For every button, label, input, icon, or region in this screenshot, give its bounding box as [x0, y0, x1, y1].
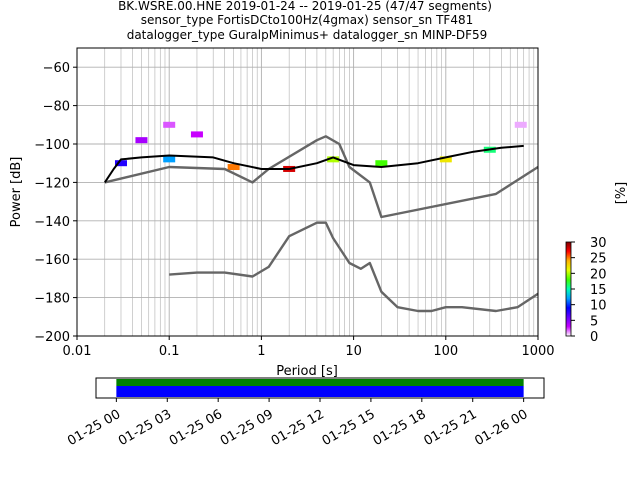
y-axis-ticks: −60 −80 −100 −120 −140 −160 −180 −200	[34, 61, 77, 345]
colorbar-gradient	[565, 241, 572, 337]
mode-line	[103, 144, 524, 183]
chart-title-line-2: sensor_type FortisDCto100Hz(4gmax) senso…	[141, 13, 473, 27]
coverage-tick-label: 01-25 03	[116, 407, 174, 449]
x-tick-label: 1000	[521, 344, 554, 359]
noise-model-line	[169, 221, 539, 313]
colorbar-tick-label: 5	[590, 314, 598, 329]
coverage-bar-blue	[116, 386, 524, 397]
y-tick-label: −80	[43, 100, 70, 115]
x-tick-label: 100	[433, 344, 458, 359]
y-tick-label: −140	[34, 215, 70, 230]
heatmap-cell	[114, 160, 127, 167]
coverage-tick-label: 01-25 06	[167, 407, 225, 449]
x-axis-label: Period [s]	[276, 364, 338, 379]
colorbar-tick-label: 30	[590, 236, 607, 251]
y-tick-label: −200	[34, 330, 70, 345]
colorbar-tick-label: 20	[590, 267, 607, 282]
y-axis-label: Power [dB]	[9, 157, 24, 228]
x-tick-label: 0.1	[159, 344, 180, 359]
coverage-tick-label: 01-25 12	[269, 407, 327, 449]
heatmap-cell	[163, 121, 176, 128]
x-tick-label: 0.01	[63, 344, 92, 359]
plot-frame	[76, 47, 539, 337]
y-tick-label: −120	[34, 176, 70, 191]
chart-title-line-3: datalogger_type GuralpMinimus+ datalogge…	[127, 28, 488, 42]
noise-model-lines	[103, 135, 539, 313]
coverage-tick-label: 01-25 15	[320, 407, 378, 449]
coverage-tick-label: 01-25 00	[65, 407, 123, 449]
colorbar-tick-label: 25	[590, 252, 607, 267]
y-tick-label: −160	[34, 253, 70, 268]
heatmap-cell	[514, 121, 527, 128]
heatmap-cell	[439, 156, 452, 163]
coverage-bars	[116, 379, 524, 397]
ppsd-plot: 0.01 0.1 1 10 100 1000 −60 −80 −100 −120 −140 −160…	[9, 47, 555, 379]
colorbar-tick-label: 10	[590, 299, 607, 314]
coverage-tick-label: 01-25 21	[421, 407, 479, 449]
grid	[76, 48, 538, 337]
coverage-bar-green	[116, 379, 524, 386]
y-tick-label: −180	[34, 292, 70, 307]
heatmap-cell	[135, 137, 148, 144]
colorbar-label: [%]	[614, 182, 629, 205]
heatmap-cell	[327, 156, 340, 163]
heatmap-cell	[190, 131, 203, 138]
x-tick-label: 1	[257, 344, 265, 359]
heatmap-cell	[163, 156, 176, 163]
heatmap-cell	[375, 160, 388, 167]
plot-area	[77, 48, 538, 336]
heatmap-cell	[227, 164, 240, 171]
coverage-tick-label: 01-25 18	[371, 407, 429, 449]
coverage-tick-label: 01-25 09	[218, 407, 276, 449]
colorbar-tick-label: 15	[590, 283, 607, 298]
x-tick-label: 10	[345, 344, 362, 359]
x-axis-ticks: 0.01 0.1 1 10 100 1000	[63, 336, 555, 359]
y-tick-label: −60	[43, 61, 70, 76]
coverage-tick-label: 01-26 00	[472, 407, 530, 449]
chart-title-line-1: BK.WSRE.00.HNE 2019-01-24 -- 2019-01-25 …	[118, 0, 492, 13]
colorbar-tick-label: 0	[590, 330, 598, 345]
noise-model-line	[104, 135, 539, 219]
y-tick-label: −100	[34, 138, 70, 153]
